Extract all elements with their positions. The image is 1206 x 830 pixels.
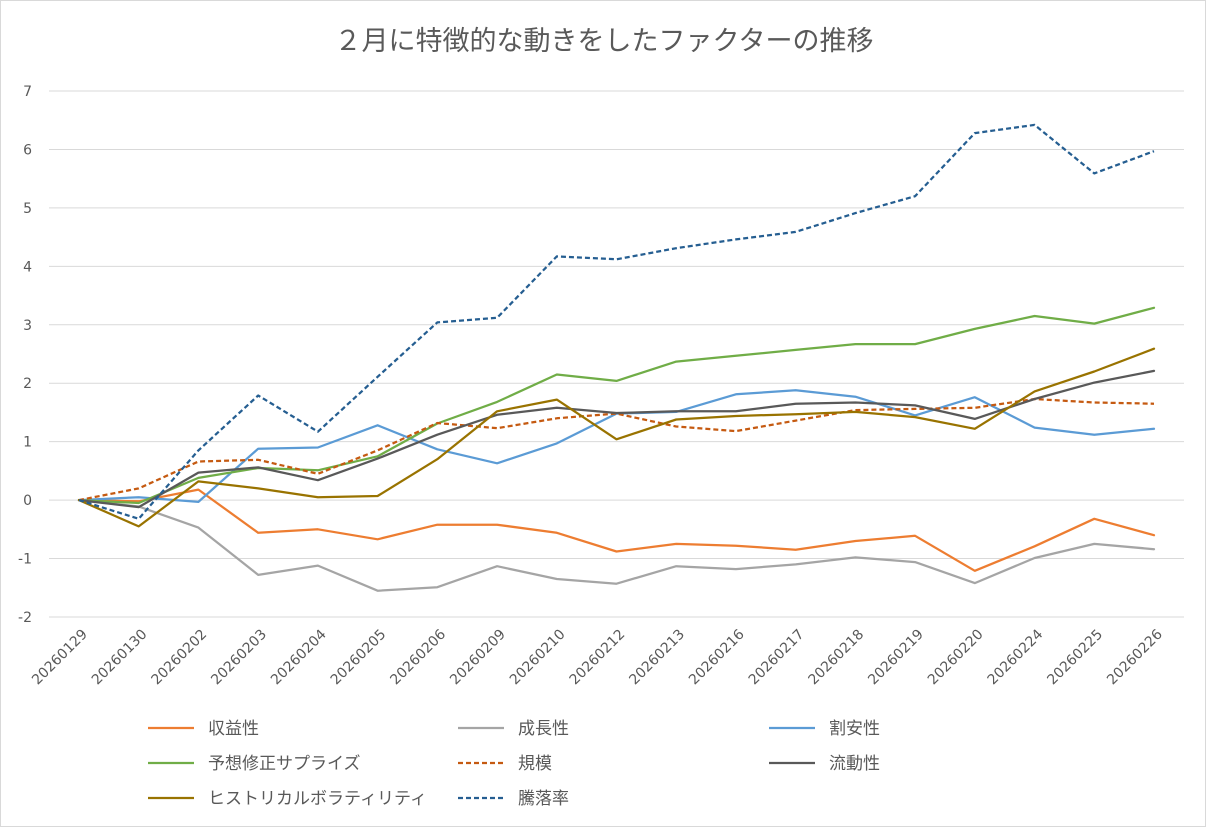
y-tick-label: 3 — [23, 318, 32, 334]
x-tick-label: 20260213 — [626, 627, 688, 689]
legend-label-1: 成長性 — [518, 719, 569, 739]
series-line-2 — [77, 389, 1156, 504]
legend-label-3: 予想修正サプライズ — [208, 754, 361, 774]
legend-label-5: 流動性 — [829, 754, 880, 774]
x-tick-label: 20260209 — [447, 627, 509, 689]
legend-label-7: 騰落率 — [518, 789, 569, 809]
y-tick-label: -1 — [18, 552, 32, 568]
x-tick-label: 20260212 — [567, 627, 629, 689]
y-tick-label: 7 — [23, 84, 32, 100]
y-tick-label: 5 — [23, 201, 32, 217]
y-tick-label: -2 — [18, 610, 32, 626]
series-line-5 — [77, 369, 1156, 509]
x-tick-label: 20260225 — [1044, 627, 1106, 689]
legend-label-4: 規模 — [518, 754, 552, 774]
x-tick-label: 20260206 — [387, 626, 449, 688]
legend-label-0: 収益性 — [208, 719, 259, 739]
x-tick-label: 20260226 — [1104, 626, 1166, 688]
x-tick-label: 20260218 — [806, 627, 868, 689]
y-tick-label: 1 — [23, 435, 32, 451]
y-tick-label: 6 — [23, 142, 32, 158]
series-line-1 — [77, 498, 1156, 592]
x-tick-label: 20260202 — [149, 627, 211, 689]
x-tick-label: 20260129 — [29, 627, 91, 689]
y-tick-label: 2 — [23, 376, 32, 392]
y-tick-label: 0 — [23, 493, 32, 509]
legend-label-6: ヒストリカルボラティリティ — [208, 789, 427, 809]
x-tick-label: 20260224 — [985, 626, 1047, 688]
y-tick-label: 4 — [23, 259, 32, 275]
x-tick-label: 20260130 — [89, 627, 151, 689]
series-line-6 — [77, 347, 1156, 528]
x-tick-label: 20260220 — [925, 627, 987, 689]
series-line-0 — [77, 488, 1156, 572]
series-line-7 — [78, 123, 1155, 520]
chart-title: ２月に特徴的な動きをしたファクターの推移 — [335, 26, 874, 57]
y-axis-tick-labels: -2 -1 0 1 2 3 4 5 6 7 — [18, 84, 32, 626]
x-tick-label: 20260216 — [686, 626, 748, 688]
series-lines — [77, 123, 1156, 592]
x-tick-label: 20260219 — [865, 627, 927, 689]
series-line-4 — [78, 397, 1155, 502]
legend-label-2: 割安性 — [829, 719, 880, 739]
x-tick-label: 20260204 — [268, 626, 330, 688]
x-tick-label: 20260217 — [746, 627, 808, 689]
x-tick-label: 20260210 — [507, 627, 569, 689]
x-tick-label: 20260203 — [208, 627, 270, 689]
gridlines — [49, 90, 1184, 618]
x-axis-tick-labels: 2026012920260130202602022026020320260204… — [29, 626, 1166, 688]
x-tick-label: 20260205 — [328, 627, 390, 689]
